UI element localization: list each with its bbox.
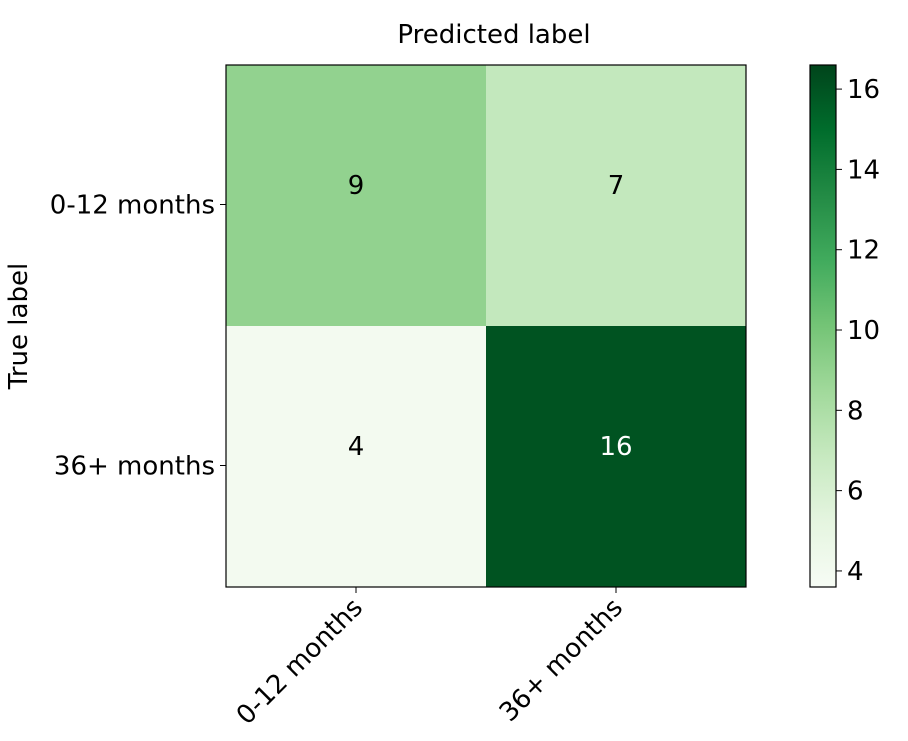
heatmap-cells — [226, 65, 746, 587]
cell-value-r0-c0: 9 — [348, 171, 365, 201]
colorbar-tick-label-3: 10 — [847, 316, 880, 346]
y-tick-label-0: 0-12 months — [50, 191, 215, 221]
colorbar: 4 6 8 10 12 14 16 — [809, 64, 880, 588]
plot-frame — [225, 64, 747, 588]
heatmap-cell-r0-c0 — [226, 65, 486, 326]
colorbar-tick-label-5: 14 — [847, 155, 880, 185]
colorbar-tick-label-4: 12 — [847, 236, 880, 266]
chart-title: Predicted label — [397, 20, 590, 50]
x-axis-ticks: 0-12 months 36+ months — [231, 587, 629, 731]
cell-value-r1-c1: 16 — [599, 432, 632, 462]
heatmap-cell-r1-c0 — [226, 326, 486, 587]
y-tick-label-1: 36+ months — [54, 452, 215, 482]
colorbar-ticks: 4 6 8 10 12 14 16 — [836, 75, 880, 587]
heatmap-cell-r1-c1 — [486, 326, 746, 587]
x-tick-label-1: 36+ months — [494, 593, 629, 728]
colorbar-tick-label-0: 4 — [847, 557, 864, 587]
cell-value-r1-c0: 4 — [348, 432, 365, 462]
x-tick-label-0: 0-12 months — [231, 593, 369, 731]
colorbar-tick-label-1: 6 — [847, 477, 864, 507]
heatmap-cell-r0-c1 — [486, 65, 746, 326]
y-axis-ticks: 0-12 months 36+ months — [50, 191, 226, 482]
heatmap-cell-labels: 9 7 4 16 — [348, 171, 633, 462]
colorbar-gradient — [809, 64, 837, 588]
colorbar-tick-label-2: 8 — [847, 396, 864, 426]
colorbar-tick-label-6: 16 — [847, 75, 880, 105]
y-axis-label: True label — [4, 263, 34, 390]
cell-value-r0-c1: 7 — [608, 171, 625, 201]
